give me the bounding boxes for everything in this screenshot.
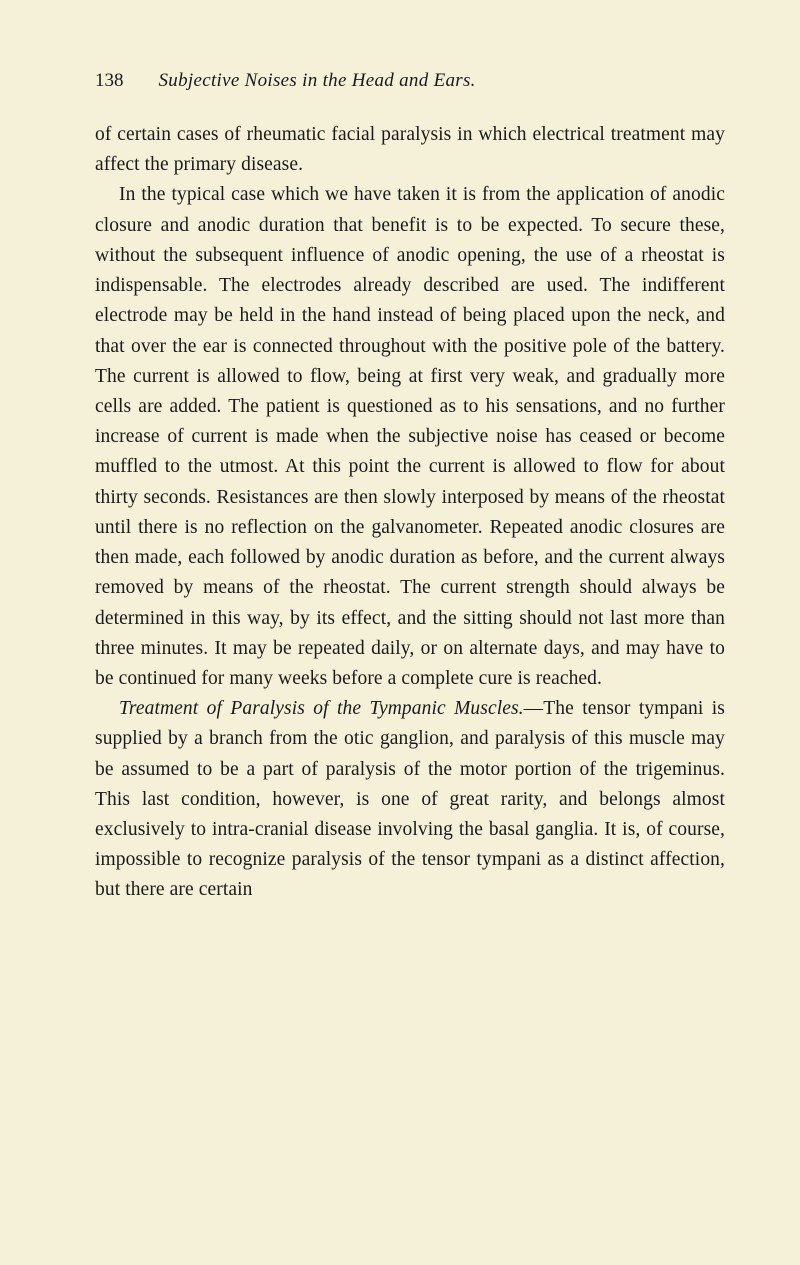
page-number: 138 <box>95 70 124 92</box>
paragraph-3-body: —The tensor tympani is supplied by a bra… <box>95 698 725 900</box>
paragraph-3: Treatment of Paralysis of the Tympanic M… <box>95 694 725 906</box>
paragraph-1: of certain cases of rheumatic facial par… <box>95 120 725 180</box>
page-header: 138 Subjective Noises in the Head and Ea… <box>95 70 725 92</box>
body-text: of certain cases of rheumatic facial par… <box>95 120 725 906</box>
paragraph-2: In the typical case which we have taken … <box>95 180 725 694</box>
paragraph-3-heading: Treatment of Paralysis of the Tympanic M… <box>119 698 524 719</box>
running-title: Subjective Noises in the Head and Ears. <box>159 70 476 92</box>
